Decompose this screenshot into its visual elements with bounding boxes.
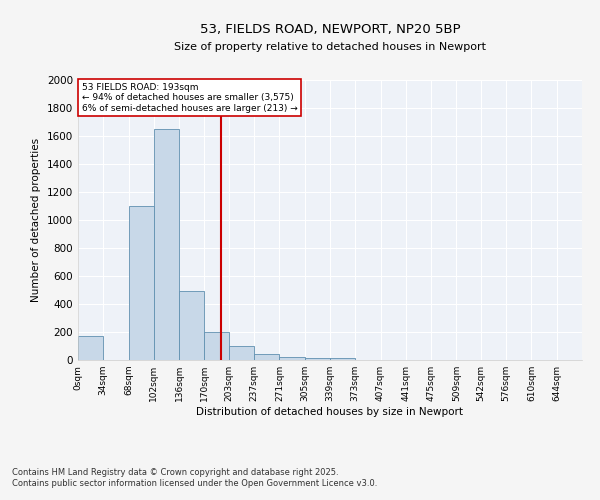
Bar: [154, 129, 179, 360]
Bar: [305, 358, 330, 360]
Bar: [179, 292, 205, 360]
Text: 53 FIELDS ROAD: 193sqm
← 94% of detached houses are smaller (3,575)
6% of semi-d: 53 FIELDS ROAD: 193sqm ← 94% of detached…: [82, 83, 298, 112]
Bar: [229, 346, 254, 360]
Bar: [280, 356, 305, 360]
Bar: [330, 358, 355, 360]
Text: Size of property relative to detached houses in Newport: Size of property relative to detached ho…: [174, 42, 486, 52]
Text: Contains HM Land Registry data © Crown copyright and database right 2025.
Contai: Contains HM Land Registry data © Crown c…: [12, 468, 377, 487]
Text: 53, FIELDS ROAD, NEWPORT, NP20 5BP: 53, FIELDS ROAD, NEWPORT, NP20 5BP: [200, 22, 460, 36]
Bar: [128, 206, 154, 360]
Bar: [254, 354, 280, 360]
X-axis label: Distribution of detached houses by size in Newport: Distribution of detached houses by size …: [197, 407, 464, 417]
Bar: [205, 332, 229, 360]
Y-axis label: Number of detached properties: Number of detached properties: [31, 138, 41, 302]
Bar: [78, 336, 103, 360]
